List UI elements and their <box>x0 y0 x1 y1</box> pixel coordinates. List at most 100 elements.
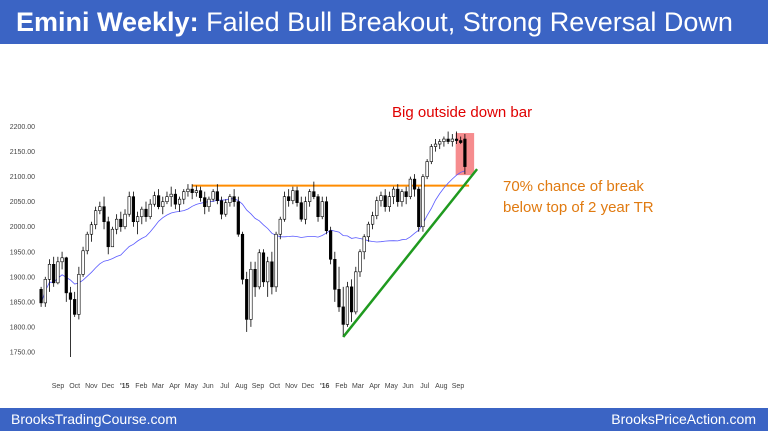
candle-body <box>60 257 64 263</box>
candle <box>350 279 354 322</box>
x-tick-label: Nov <box>85 383 98 390</box>
candle <box>165 191 169 205</box>
candle <box>358 249 362 277</box>
candle-body <box>291 190 295 201</box>
candle <box>211 189 215 202</box>
candle-body <box>391 188 396 197</box>
candle <box>446 131 450 145</box>
candle-body <box>211 191 215 200</box>
candle <box>190 184 194 200</box>
candle-body <box>156 195 161 207</box>
candle-body <box>295 190 299 203</box>
footer-right-link[interactable]: BrooksPriceAction.com <box>611 411 756 427</box>
candle-body <box>119 218 123 228</box>
candle <box>136 211 140 235</box>
candle-body <box>362 236 366 253</box>
candle <box>261 249 266 287</box>
x-tick-label: Sep <box>252 383 265 390</box>
candle-body <box>186 188 190 192</box>
candle-body <box>177 198 182 205</box>
x-tick-label: '15 <box>120 383 130 390</box>
candle-body <box>366 223 370 238</box>
candlesticks <box>39 131 467 357</box>
candle <box>287 189 291 207</box>
candle-body <box>417 188 421 228</box>
title-banner: Emini Weekly: Failed Bull Breakout, Stro… <box>0 0 768 44</box>
candle-body <box>203 197 207 207</box>
candle-body <box>136 216 140 223</box>
x-tick-label: Feb <box>335 383 347 390</box>
footer-left-link[interactable]: BrooksTradingCourse.com <box>11 411 177 427</box>
candle-body <box>404 191 408 197</box>
candle <box>253 261 257 297</box>
x-tick-label: Apr <box>169 383 181 390</box>
candle <box>140 206 144 225</box>
candle <box>433 139 438 152</box>
candle <box>463 134 467 175</box>
candle-body <box>161 201 165 207</box>
x-tick-label: Mar <box>352 383 365 390</box>
y-tick-label: 2200.00 <box>10 124 35 131</box>
candle <box>85 231 89 255</box>
footer-banner: BrooksTradingCourse.com BrooksPriceActio… <box>0 408 768 431</box>
candle <box>68 286 73 357</box>
x-tick-label: May <box>385 383 399 390</box>
candle <box>106 216 110 255</box>
candle <box>291 186 295 205</box>
candle-body <box>245 279 249 320</box>
candle <box>354 266 358 315</box>
candle <box>379 191 383 207</box>
candle-body <box>253 269 257 288</box>
candle-body <box>408 178 412 197</box>
candle <box>387 191 391 212</box>
candle <box>203 191 207 215</box>
candle <box>383 189 387 212</box>
candle <box>224 199 228 217</box>
candle <box>127 191 131 217</box>
candle-body <box>450 138 454 142</box>
candle-body <box>190 188 194 193</box>
candle-body <box>379 195 383 201</box>
candle-body <box>375 200 379 217</box>
candle <box>177 196 182 212</box>
candle-body <box>433 143 438 147</box>
candle <box>47 259 52 292</box>
y-tick-label: 2050.00 <box>10 199 35 206</box>
y-tick-label: 1900.00 <box>10 274 35 281</box>
candle <box>232 189 236 207</box>
break-annotation-line1: 70% chance of break <box>503 178 644 195</box>
candle-body <box>144 208 148 218</box>
weekly-candlestick-chart: 2200.00 2150.00 2100.00 2050.00 2000.00 1950.… <box>10 124 479 390</box>
candle-body <box>194 190 198 193</box>
candle-body <box>148 203 152 218</box>
candle-body <box>308 191 312 202</box>
x-tick-label: May <box>185 383 199 390</box>
title-rest-part: Failed Bull Breakout, Strong Reversal Do… <box>206 7 733 37</box>
candle-body <box>425 161 429 177</box>
candle-body <box>102 206 106 223</box>
x-tick-label: Apr <box>369 383 381 390</box>
candle <box>266 256 270 297</box>
candle-body <box>165 196 169 202</box>
candle <box>123 209 127 230</box>
candle <box>303 196 308 225</box>
y-tick-label: 1950.00 <box>10 249 35 256</box>
candle <box>161 196 165 215</box>
candle-body <box>68 292 73 300</box>
candle-body <box>106 221 110 248</box>
candle <box>404 186 408 205</box>
candle-body <box>81 250 85 275</box>
candle-body <box>110 228 115 248</box>
candle <box>362 234 366 260</box>
y-tick-label: 1800.00 <box>10 324 35 331</box>
candle <box>73 291 77 317</box>
candle-body <box>282 196 287 220</box>
candle-body <box>207 198 211 207</box>
candle <box>337 266 341 312</box>
candle-body <box>140 208 144 218</box>
x-tick-label: Sep <box>52 383 65 390</box>
candle-body <box>438 141 442 145</box>
candle <box>454 131 459 145</box>
candle <box>186 184 190 197</box>
candle-body <box>333 258 337 290</box>
